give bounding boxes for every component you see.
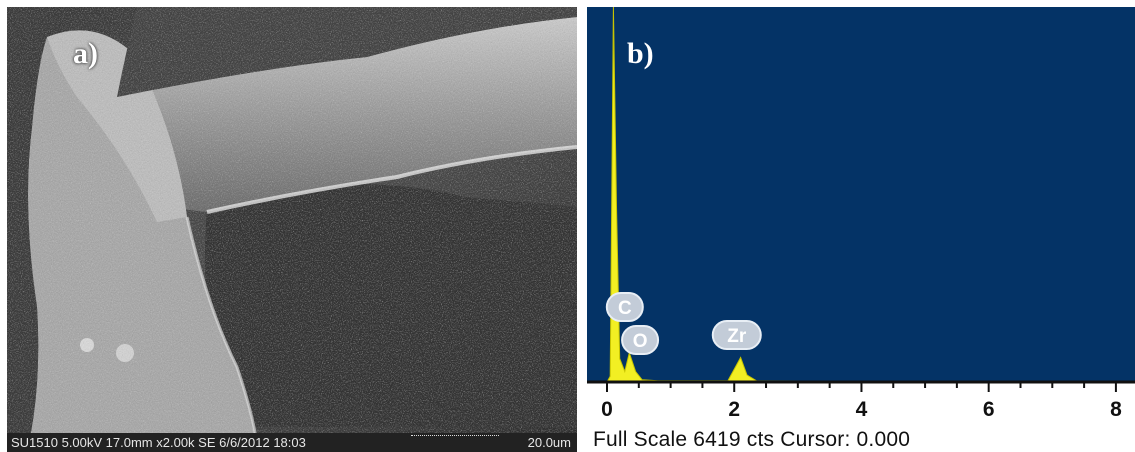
peak-label-text: Zr [727, 326, 747, 347]
sem-parameters: SU1510 5.00kV 17.0mm x2.00k SE 6/6/2012 … [11, 435, 306, 450]
x-tick-label: 2 [728, 398, 740, 421]
peak-label-o: O [621, 325, 660, 355]
x-tick-label: 6 [983, 398, 995, 421]
sem-micrograph-image [7, 7, 577, 452]
scale-bar [411, 435, 499, 444]
panel-b-label: b) [627, 37, 654, 70]
x-tick-label: 4 [856, 398, 868, 421]
peak-label-text: O [633, 331, 648, 352]
peak-label-c: C [605, 292, 644, 322]
peak-label-badge [711, 320, 762, 350]
sem-info-bar: SU1510 5.00kV 17.0mm x2.00k SE 6/6/2012 … [7, 433, 577, 452]
sem-micrograph-panel: a) SU1510 5.00kV 17.0mm x2.00k SE 6/6/20… [7, 7, 577, 452]
panel-a-label: a) [73, 37, 98, 70]
spectrum-series-0 [606, 7, 1135, 383]
x-tick-label: 0 [601, 398, 613, 421]
peak-label-zr: Zr [711, 320, 762, 350]
peak-label-badge [621, 325, 660, 355]
x-tick-label: 8 [1110, 398, 1122, 421]
scale-bar-label: 20.0um [527, 435, 571, 450]
eds-spectrum-chart: 0 2 4 6 8 CO Zr [587, 7, 1135, 421]
eds-spectrum-panel: 0 2 4 6 8 C O Zr b) Full Scale 6419 cts Cursor… [587, 7, 1135, 452]
peak-label-badge [605, 292, 644, 322]
peak-label-text: C [618, 298, 632, 319]
full-scale-readout: Full Scale 6419 cts Cursor: 0.000 [593, 428, 911, 451]
spectrum-background [587, 7, 1135, 382]
